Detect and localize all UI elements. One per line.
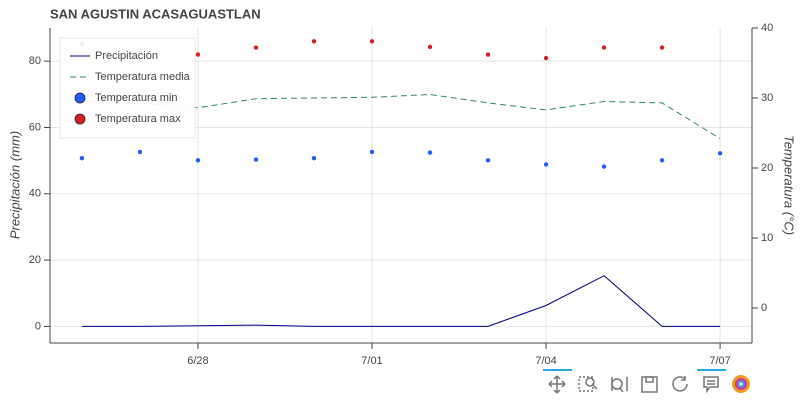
y2-tick-label: 10: [761, 232, 773, 244]
legend-label: Temperatura max: [95, 113, 181, 125]
y-tick-label: 40: [29, 188, 41, 200]
legend-swatch: [74, 113, 86, 125]
bokeh-logo[interactable]: [732, 375, 750, 393]
legend-label: Temperatura min: [95, 92, 178, 104]
scatter-point: [659, 158, 665, 163]
y-tick-label: 80: [29, 55, 41, 67]
scatter-point: [485, 158, 491, 163]
legend-label: Precipitación: [95, 50, 158, 62]
y2-tick-label: 0: [761, 302, 767, 314]
wheel-zoom-tool[interactable]: [611, 377, 628, 393]
scatter-point: [601, 45, 607, 50]
legend-label: Temperatura media: [95, 71, 191, 83]
y2-tick-label: 40: [761, 22, 773, 34]
x-tick-label: 7/01: [361, 355, 382, 367]
scatter-point: [253, 45, 259, 50]
scatter-point: [253, 157, 259, 162]
series-line: [81, 93, 721, 140]
legend-swatch: [74, 92, 86, 104]
y2-tick-label: 30: [761, 92, 773, 104]
scatter-point: [137, 149, 143, 155]
scatter-point: [369, 39, 375, 44]
scatter-point: [195, 158, 201, 163]
scatter-point: [195, 52, 201, 57]
x-tick-label: 7/07: [709, 355, 730, 367]
series-line: [81, 275, 721, 327]
scatter-point: [427, 44, 433, 50]
y-tick-label: 60: [29, 121, 41, 133]
scatter-point: [79, 156, 85, 161]
y2-tick-label: 20: [761, 162, 773, 174]
scatter-point: [601, 164, 607, 169]
x-tick-label: 7/04: [535, 355, 556, 367]
chart-title: SAN AGUSTIN ACASAGUASTLAN: [50, 6, 261, 21]
save-tool[interactable]: [641, 376, 658, 393]
y-tick-label: 0: [35, 320, 41, 332]
scatter-point: [543, 162, 549, 167]
box-zoom-tool[interactable]: [578, 376, 598, 392]
scatter-point: [311, 39, 317, 44]
toolbar: [543, 369, 750, 394]
plot-area: [50, 28, 752, 343]
scatter-point: [369, 149, 375, 155]
hover-tool[interactable]: [703, 376, 719, 394]
scatter-point: [717, 151, 723, 156]
reset-tool[interactable]: [672, 376, 688, 392]
scatter-point: [485, 52, 491, 57]
scatter-point: [543, 55, 549, 61]
legend: Precipitación Temperatura media Temperatur…: [59, 37, 196, 139]
y-axis-label: Precipitación (mm): [7, 131, 22, 239]
scatter-point: [427, 150, 433, 155]
scatter-point: [311, 156, 317, 161]
y2-axis-label: Temperatura (°C): [782, 135, 797, 235]
y-tick-label: 20: [29, 254, 41, 266]
x-tick-label: 6/28: [187, 355, 208, 367]
pan-tool[interactable]: [548, 375, 566, 394]
scatter-point: [659, 45, 665, 50]
